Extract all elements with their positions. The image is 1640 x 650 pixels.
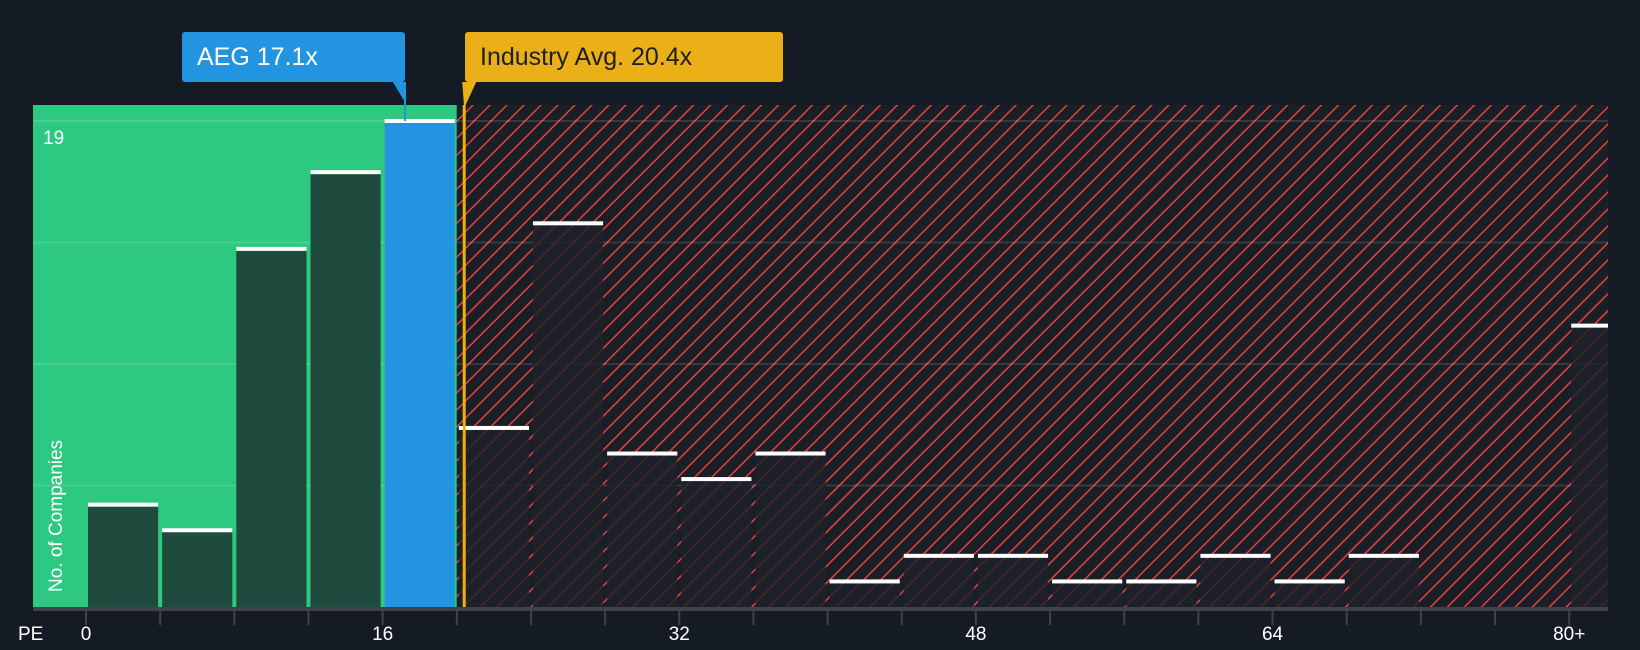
company-label-pointer (393, 82, 406, 104)
bar-top-marker (532, 221, 604, 226)
bar (607, 453, 678, 607)
x-tick-label: 0 (81, 624, 92, 645)
bar (755, 453, 826, 607)
x-tick-label: 64 (1262, 624, 1284, 645)
x-axis-line (33, 607, 1608, 611)
x-tick-label: 48 (965, 624, 986, 645)
bar (236, 248, 307, 608)
bar (162, 530, 233, 607)
x-tick-label: 32 (669, 624, 690, 645)
bar-top-marker (829, 579, 900, 584)
bar-top-marker (1052, 579, 1123, 584)
bar (829, 581, 900, 607)
bar-top-marker (1126, 579, 1197, 584)
bar-top-marker (310, 170, 381, 175)
y-tick-label: 19 (43, 128, 64, 149)
bar-top-marker (1571, 323, 1608, 328)
bar-top-marker (458, 425, 529, 430)
company-pe-label: AEG 17.1x (182, 32, 405, 82)
bar-top-marker (236, 246, 307, 251)
bar-top-marker (88, 502, 159, 507)
bar (384, 121, 455, 607)
bar-top-marker (384, 119, 455, 123)
bar (1348, 555, 1419, 607)
bar (1571, 325, 1608, 607)
bar-top-marker (607, 451, 678, 456)
y-axis-title: No. of Companies (46, 440, 67, 592)
bar (1274, 581, 1345, 607)
bar (977, 555, 1049, 607)
bar-top-marker (755, 451, 826, 456)
bar-top-marker (977, 553, 1049, 558)
bar (1126, 581, 1197, 607)
industry-label-pointer (462, 82, 477, 108)
bar (310, 172, 381, 607)
bar-top-marker (681, 477, 752, 482)
bar (458, 427, 529, 607)
x-axis-title: PE (18, 624, 43, 645)
x-tick-label: 80+ (1553, 624, 1585, 645)
bar-top-marker (903, 553, 974, 558)
bar (681, 479, 752, 607)
industry-average-label: Industry Avg. 20.4x (465, 32, 783, 82)
bar-top-marker (1200, 553, 1271, 558)
bar (88, 504, 159, 607)
bar-top-marker (1274, 579, 1345, 584)
x-tick-label: 16 (372, 624, 393, 645)
bar (903, 555, 974, 607)
bar (532, 223, 604, 607)
bar (1200, 555, 1271, 607)
bar (1052, 581, 1123, 607)
bar-top-marker (162, 528, 233, 533)
bar-top-marker (1348, 553, 1419, 558)
